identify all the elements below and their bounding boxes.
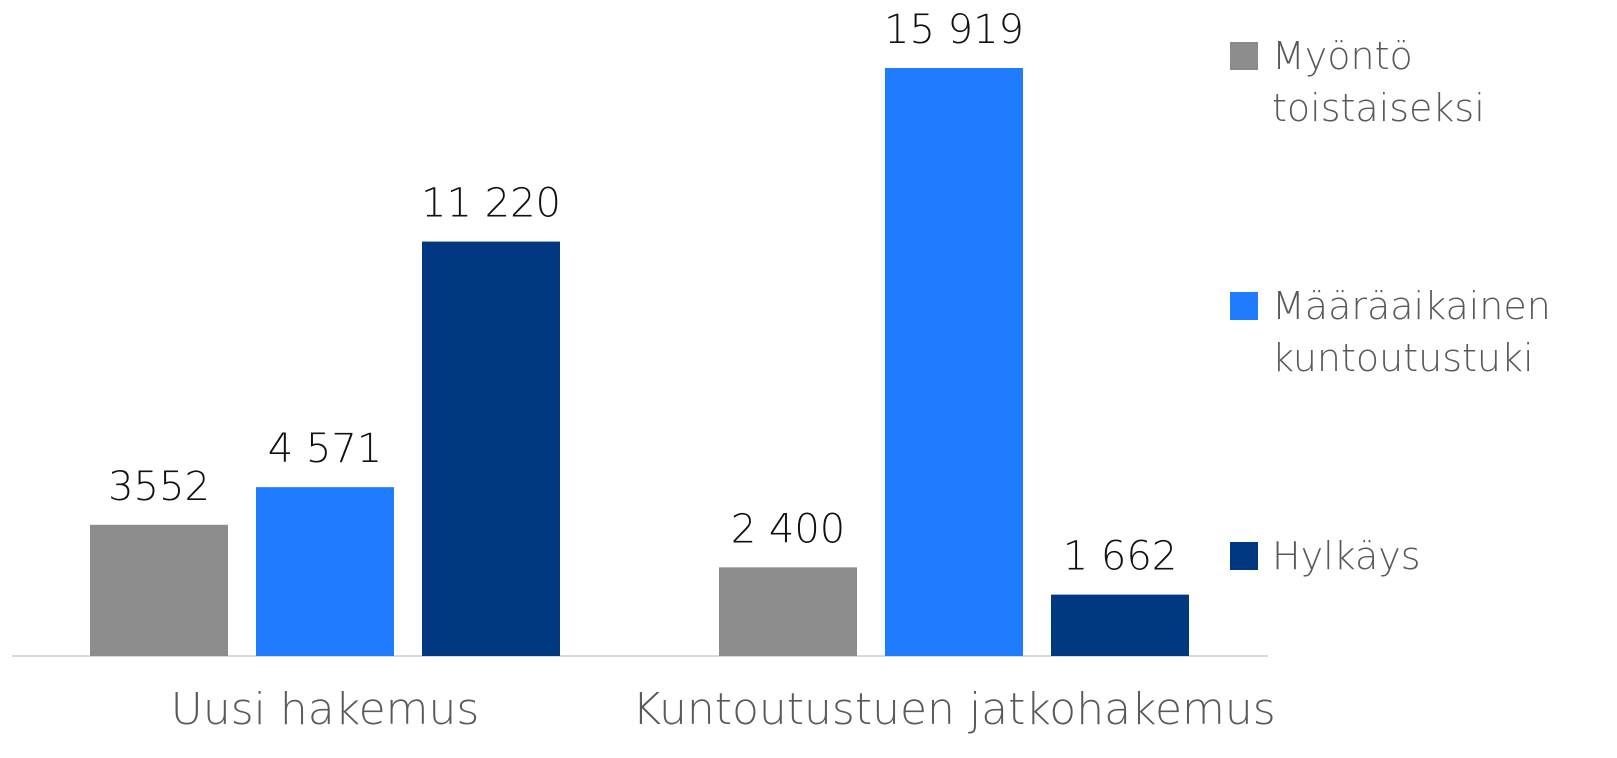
legend-label: Hylkäys (1272, 534, 1421, 578)
x-tick-label: Kuntoutustuen jatkohakemus (632, 684, 1275, 735)
legend-item: Myöntö toistaiseksi (1230, 30, 1610, 134)
bar (885, 68, 1023, 656)
legend-item: Määräaikainen kuntoutustuki (1230, 280, 1610, 384)
bar (256, 487, 394, 656)
legend-swatch (1230, 292, 1258, 320)
legend-item: Hylkäys (1230, 530, 1610, 582)
bar (1051, 594, 1189, 656)
value-label: 4 571 (268, 426, 383, 472)
legend-swatch (1230, 42, 1258, 70)
value-label: 3552 (108, 464, 210, 510)
value-label: 2 400 (731, 506, 846, 552)
legend-swatch (1230, 542, 1258, 570)
value-label: 11 220 (421, 181, 561, 227)
value-label: 15 919 (884, 7, 1024, 53)
legend-label: Määräaikainen kuntoutustuki (1272, 284, 1551, 380)
bar (719, 567, 857, 656)
bar (422, 241, 560, 656)
legend-label: Myöntö toistaiseksi (1272, 34, 1485, 130)
value-label: 1 662 (1063, 534, 1178, 580)
x-tick-label: Uusi hakemus (171, 684, 480, 735)
bar (90, 524, 228, 656)
